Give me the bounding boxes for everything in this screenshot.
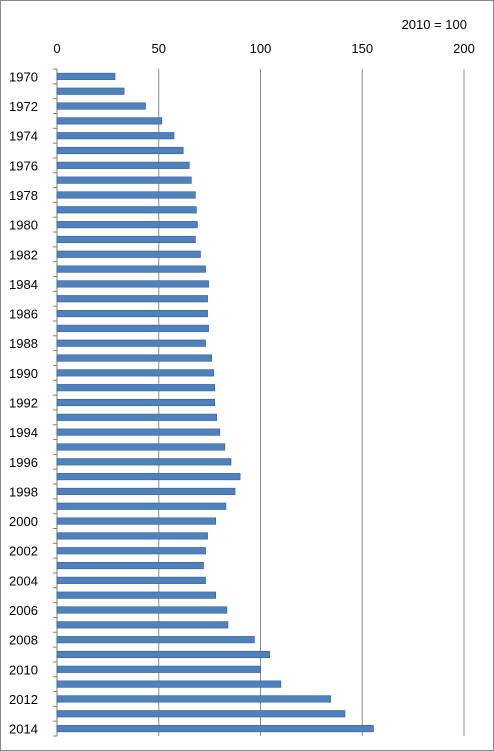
bar-1978 [56, 191, 196, 199]
bar-2011 [56, 680, 282, 688]
bar-1985 [56, 295, 208, 303]
bar-2006 [56, 606, 228, 614]
bar-1988 [56, 339, 206, 347]
bar-2007 [56, 621, 229, 629]
y-tick-label: 1978 [9, 188, 38, 203]
bar-1970 [56, 72, 116, 80]
y-tick-label: 2008 [9, 633, 38, 648]
x-tick-label: 200 [453, 41, 475, 56]
bar-2009 [56, 650, 270, 659]
bar-1982 [56, 250, 201, 258]
y-tick-label: 2000 [9, 514, 38, 529]
y-tick-label: 1998 [9, 484, 38, 499]
bar-2004 [56, 576, 206, 584]
bar-1992 [56, 398, 216, 407]
bar-1983 [56, 265, 206, 273]
x-tick-labels: 0 50 100 150 200 [53, 41, 474, 56]
bar-1991 [56, 384, 216, 392]
y-tick-label: 1990 [9, 366, 38, 381]
y-tick-label: 2014 [9, 722, 38, 737]
y-tick-label: 1988 [9, 336, 38, 351]
bar-1999 [56, 502, 227, 510]
y-tick-label: 1984 [9, 277, 38, 292]
bar-1974 [56, 132, 175, 140]
y-tick-label: 1970 [9, 69, 38, 84]
y-tick-label: 1986 [9, 307, 38, 322]
bar-1979 [56, 206, 197, 214]
bar-1976 [56, 161, 190, 169]
bar-1986 [56, 310, 208, 318]
bar-2014 [56, 725, 374, 733]
x-tick-label: 0 [53, 41, 60, 56]
y-tick-label: 1996 [9, 455, 38, 470]
bar-1975 [56, 146, 184, 155]
y-tick-label: 2004 [9, 573, 38, 588]
bar-1980 [56, 221, 198, 229]
y-tick-label: 1980 [9, 218, 38, 233]
y-tick-label: 1994 [9, 425, 38, 440]
bar-1993 [56, 413, 218, 421]
bar-2000 [56, 517, 217, 525]
y-tick-label: 2002 [9, 544, 38, 559]
bar-2002 [56, 547, 206, 555]
y-tick-label: 1972 [9, 99, 38, 114]
x-tick-label: 50 [152, 41, 166, 56]
bar-1981 [56, 235, 196, 244]
bar-1996 [56, 458, 232, 466]
bar-2008 [56, 636, 255, 644]
bar-1987 [56, 324, 209, 332]
bar-1990 [56, 369, 214, 377]
y-tick-label: 1982 [9, 247, 38, 262]
bar-1971 [56, 87, 125, 95]
bar-1994 [56, 428, 221, 436]
bar-1995 [56, 443, 226, 451]
bar-2012 [56, 695, 332, 703]
index-base-note: 2010 = 100 [401, 17, 467, 32]
x-tick-label: 100 [250, 41, 272, 56]
bar-1984 [56, 280, 209, 288]
bar-1972 [56, 102, 146, 110]
bar-2005 [56, 591, 217, 599]
y-tick-label: 2012 [9, 692, 38, 707]
bar-1977 [56, 176, 192, 184]
bar-2003 [56, 561, 204, 570]
bar-2010 [56, 665, 261, 673]
y-tick-label: 1976 [9, 158, 38, 173]
y-tick-label: 2006 [9, 603, 38, 618]
bars [56, 72, 374, 733]
bar-1973 [56, 117, 163, 125]
y-tick-label: 2010 [9, 662, 38, 677]
x-tick-label: 150 [351, 41, 373, 56]
y-tick-label: 1992 [9, 396, 38, 411]
bar-1998 [56, 487, 236, 495]
bar-1997 [56, 473, 241, 481]
bar-2001 [56, 532, 208, 540]
bar-1989 [56, 354, 212, 362]
y-tick-label: 1974 [9, 129, 38, 144]
y-tick-labels: 1970 1972 1974 1976 1978 1980 1982 1984 1986 1988… [9, 69, 38, 736]
bar-2013 [56, 710, 346, 718]
